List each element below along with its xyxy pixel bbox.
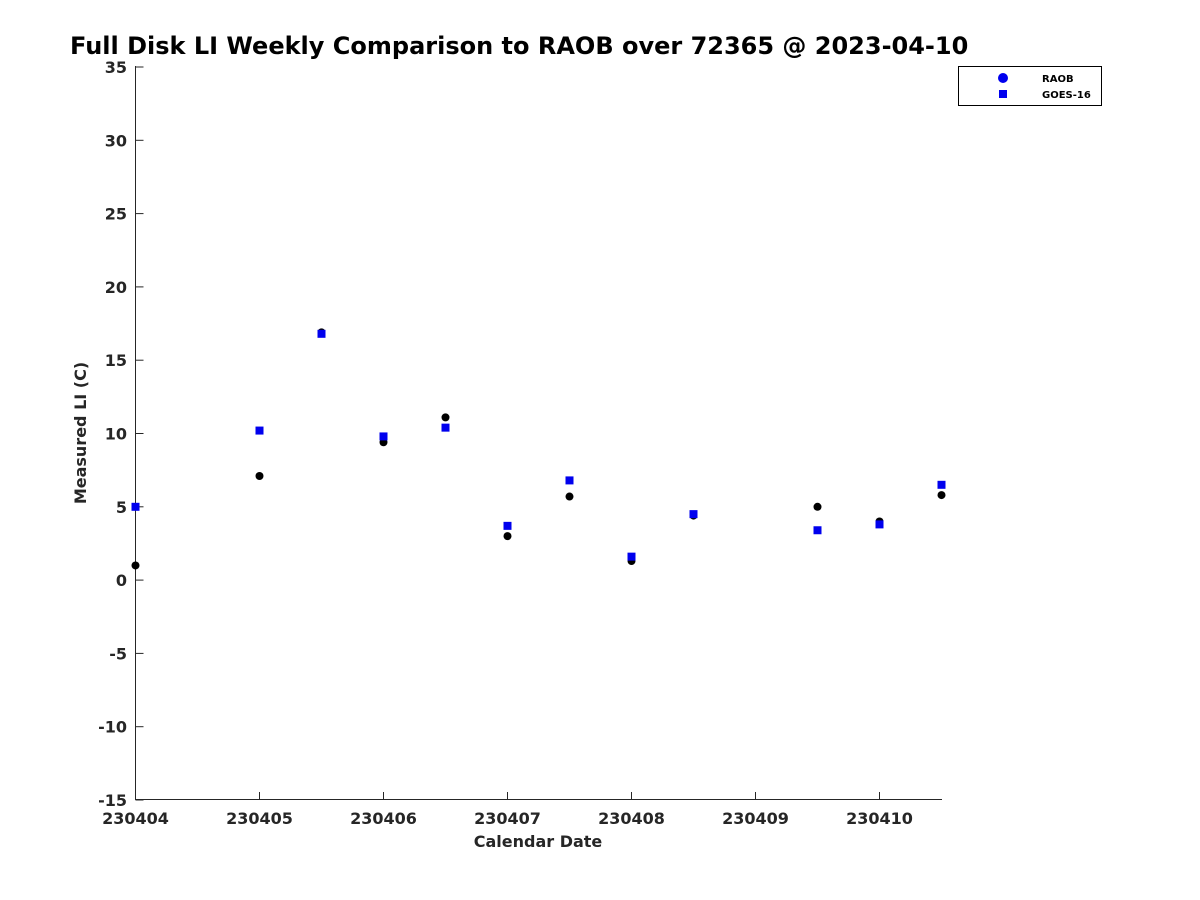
data-points <box>131 328 946 570</box>
raob-point <box>565 492 574 501</box>
x-tick-label: 230407 <box>474 809 541 828</box>
goes16-point <box>937 480 946 489</box>
goes16-point <box>813 526 822 535</box>
y-tick-label: 10 <box>105 425 127 444</box>
legend-label: GOES-16 <box>1042 90 1091 101</box>
raob-point <box>503 532 512 541</box>
y-tick-label: -15 <box>98 791 127 810</box>
y-tick-label: 15 <box>105 351 127 370</box>
y-tick-label: 20 <box>105 278 127 297</box>
x-tick-label: 230406 <box>350 809 417 828</box>
x-axis-label: Calendar Date <box>474 832 603 851</box>
y-ticks: -15 -10 -5 0 5 10 15 20 25 30 35 <box>98 58 144 810</box>
x-tick-label: 230409 <box>722 809 789 828</box>
goes16-point <box>689 510 698 519</box>
y-tick-label: 30 <box>105 131 127 150</box>
y-tick-label: 35 <box>105 58 127 77</box>
y-tick-label: 0 <box>116 571 127 590</box>
x-ticks: 230404 230405 230406 230407 230408 230409 2304… <box>102 792 913 828</box>
y-tick-label: 25 <box>105 205 127 224</box>
raob-point <box>813 502 822 511</box>
y-axis-label: Measured LI (C) <box>71 362 90 504</box>
goes16-point <box>379 432 388 441</box>
y-tick-label: -5 <box>109 644 127 663</box>
goes16-point <box>317 329 326 338</box>
legend-label: RAOB <box>1042 74 1074 85</box>
legend-box <box>958 66 1102 106</box>
raob-point <box>937 491 946 500</box>
goes16-point <box>565 476 574 485</box>
legend-marker-raob <box>998 73 1008 83</box>
x-tick-label: 230404 <box>102 809 169 828</box>
x-tick-label: 230410 <box>846 809 913 828</box>
goes16-point <box>503 521 512 530</box>
x-tick-label: 230405 <box>226 809 293 828</box>
raob-point <box>131 561 140 570</box>
goes16-point <box>255 426 264 435</box>
goes16-point <box>131 502 140 511</box>
x-tick-label: 230408 <box>598 809 665 828</box>
goes16-point <box>627 552 636 561</box>
y-tick-label: 5 <box>116 498 127 517</box>
raob-point <box>255 472 264 481</box>
goes16-point <box>875 520 884 529</box>
goes16-point <box>441 423 450 432</box>
legend-marker-goes16 <box>999 90 1007 98</box>
raob-point <box>441 413 450 422</box>
chart-title: Full Disk LI Weekly Comparison to RAOB o… <box>70 32 968 60</box>
legend: RAOB GOES-16 <box>958 66 1102 106</box>
y-tick-label: -10 <box>98 718 127 737</box>
